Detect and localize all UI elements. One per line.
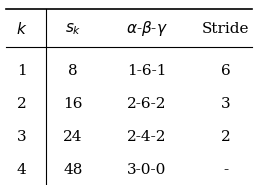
Text: 2-4-2: 2-4-2 <box>127 130 167 144</box>
Text: Stride: Stride <box>202 22 250 36</box>
Text: 2-6-2: 2-6-2 <box>127 97 167 111</box>
Text: 3-0-0: 3-0-0 <box>127 163 167 177</box>
Text: $k$: $k$ <box>16 21 27 37</box>
Text: 16: 16 <box>63 97 83 111</box>
Text: 3: 3 <box>17 130 27 144</box>
Text: 8: 8 <box>68 64 78 78</box>
Text: 2: 2 <box>221 130 231 144</box>
Text: 2: 2 <box>17 97 27 111</box>
Text: $\alpha$-$\beta$-$\gamma$: $\alpha$-$\beta$-$\gamma$ <box>126 19 168 38</box>
Text: $s_k$: $s_k$ <box>64 21 81 37</box>
Text: 3: 3 <box>221 97 231 111</box>
Text: 24: 24 <box>63 130 83 144</box>
Text: 48: 48 <box>63 163 83 177</box>
Text: -: - <box>223 163 229 177</box>
Text: 4: 4 <box>17 163 27 177</box>
Text: 1-6-1: 1-6-1 <box>127 64 167 78</box>
Text: 1: 1 <box>17 64 27 78</box>
Text: 6: 6 <box>221 64 231 78</box>
